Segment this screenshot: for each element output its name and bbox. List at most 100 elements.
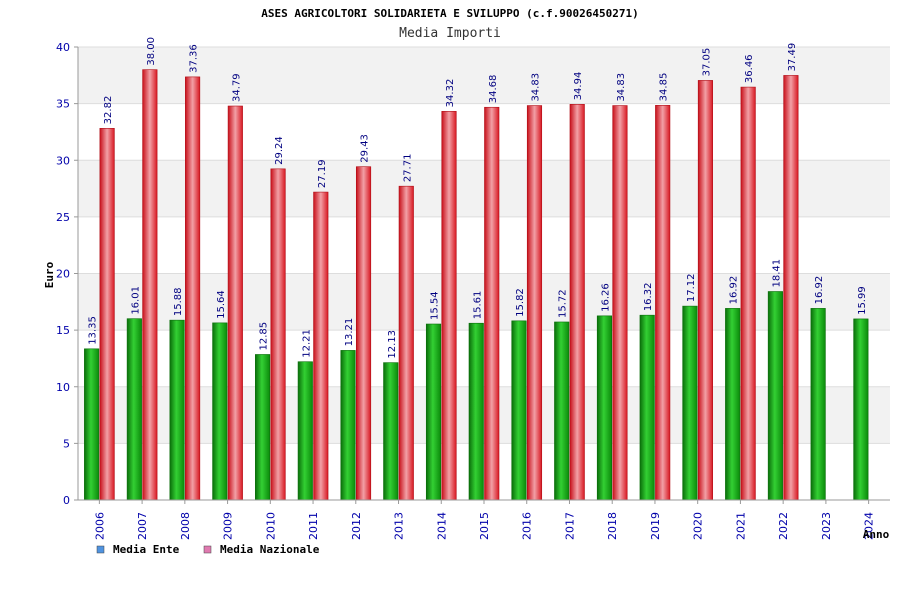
x-tick-label: 2018: [606, 512, 619, 540]
bar-media-nazionale: [398, 185, 414, 501]
data-label-media-nazionale: 29.43: [360, 134, 371, 163]
data-label-media-nazionale: 37.36: [189, 44, 200, 73]
y-tick-label: 30: [56, 154, 70, 167]
bar-media-ente: [255, 354, 271, 501]
data-label-media-ente: 15.64: [216, 290, 227, 319]
y-tick-label: 15: [56, 324, 70, 337]
data-label-media-nazionale: 34.32: [445, 79, 456, 108]
data-label-media-ente: 15.99: [857, 286, 868, 315]
data-label-media-nazionale: 34.79: [231, 73, 242, 102]
x-tick-label: 2021: [734, 512, 747, 540]
y-tick-label: 10: [56, 381, 70, 394]
bar-media-ente: [682, 305, 698, 501]
data-label-media-ente: 16.92: [729, 276, 740, 305]
data-label-media-nazionale: 34.83: [616, 73, 627, 102]
data-label-media-ente: 12.13: [387, 330, 398, 359]
data-label-media-ente: 17.12: [686, 273, 697, 302]
bar-media-ente: [767, 291, 783, 501]
x-tick-label: 2006: [93, 512, 106, 540]
y-tick-label: 20: [56, 268, 70, 281]
data-label-media-nazionale: 32.82: [103, 96, 114, 125]
y-tick-label: 0: [63, 494, 70, 507]
data-label-media-ente: 15.88: [173, 288, 184, 317]
bar-media-nazionale: [740, 86, 756, 501]
data-label-media-nazionale: 34.83: [530, 73, 541, 102]
bar-media-nazionale: [441, 111, 457, 501]
y-tick-label: 40: [56, 41, 70, 54]
data-label-media-ente: 18.41: [771, 259, 782, 288]
bar-media-ente: [425, 323, 442, 501]
x-tick-label: 2015: [478, 512, 491, 540]
x-tick-label: 2007: [136, 512, 149, 540]
x-tick-label: 2020: [692, 512, 705, 540]
bar-media-ente: [511, 320, 527, 501]
bar-media-nazionale: [783, 75, 799, 501]
data-label-media-nazionale: 34.94: [573, 72, 584, 101]
bar-media-ente: [468, 322, 484, 501]
bar-media-nazionale: [655, 105, 671, 501]
data-label-media-ente: 15.82: [515, 288, 526, 317]
x-tick-label: 2010: [264, 512, 277, 540]
bar-media-ente: [639, 314, 655, 501]
bar-media-nazionale: [270, 168, 286, 501]
legend-label-media-nazionale: Media Nazionale: [220, 543, 320, 556]
bar-media-nazionale: [697, 80, 713, 501]
bar-media-ente: [383, 362, 399, 501]
y-tick-label: 35: [56, 98, 70, 111]
data-label-media-nazionale: 29.24: [274, 136, 285, 165]
data-label-media-ente: 16.32: [643, 283, 654, 312]
data-label-media-nazionale: 34.68: [488, 75, 499, 104]
bar-media-ente: [126, 318, 142, 501]
data-label-media-ente: 12.85: [259, 322, 270, 351]
data-label-media-nazionale: 34.85: [659, 73, 670, 102]
data-label-media-ente: 15.72: [558, 289, 569, 318]
chart-title: ASES AGRICOLTORI SOLIDARIETA E SVILUPPO …: [261, 7, 639, 20]
bar-media-nazionale: [185, 76, 201, 501]
x-tick-label: 2012: [350, 512, 363, 540]
y-tick-label: 5: [63, 437, 70, 450]
data-label-media-ente: 16.92: [814, 276, 825, 305]
data-label-media-ente: 16.26: [600, 283, 611, 312]
bar-media-nazionale: [99, 128, 115, 501]
bars: [84, 69, 869, 501]
legend-swatch-media-ente: [96, 545, 105, 554]
x-tick-label: 2013: [393, 512, 406, 540]
bar-media-ente: [297, 361, 313, 501]
x-tick-label: 2019: [649, 512, 662, 540]
bar-media-ente: [169, 319, 185, 501]
x-tick-label: 2014: [435, 512, 448, 540]
x-tick-label: 2024: [863, 512, 876, 540]
bar-media-nazionale: [484, 106, 500, 501]
bar-media-ente: [810, 308, 826, 501]
y-axis-label: Euro: [43, 261, 56, 288]
data-label-media-nazionale: 36.46: [744, 54, 755, 83]
data-label-media-ente: 16.01: [130, 286, 141, 315]
data-label-media-ente: 13.35: [88, 316, 99, 345]
x-tick-label: 2008: [179, 512, 192, 540]
data-label-media-nazionale: 37.05: [701, 48, 712, 77]
x-tick-label: 2023: [820, 512, 833, 540]
x-tick-label: 2017: [563, 512, 576, 540]
bar-media-nazionale: [142, 69, 158, 501]
x-tick-label: 2011: [307, 512, 320, 540]
bar-media-ente: [212, 322, 228, 501]
y-tick-labels: 0 5 10 15 20 25 30 35 40: [56, 41, 70, 507]
legend-swatch-media-nazionale: [203, 545, 212, 554]
legend: Media Ente Media Nazionale: [96, 543, 320, 556]
bar-media-nazionale: [313, 191, 329, 501]
data-label-media-ente: 15.61: [472, 291, 483, 320]
data-label-media-nazionale: 37.49: [787, 43, 798, 72]
x-tick-label: 2016: [521, 512, 534, 540]
x-tick-label: 2009: [222, 512, 235, 540]
data-label-media-nazionale: 38.00: [146, 37, 157, 66]
bar-media-nazionale: [227, 105, 243, 501]
data-label-media-nazionale: 27.19: [317, 159, 328, 188]
data-label-media-ente: 15.54: [430, 291, 441, 320]
bar-media-ente: [84, 348, 100, 501]
legend-label-media-ente: Media Ente: [113, 543, 180, 556]
bar-media-nazionale: [612, 105, 628, 501]
y-tick-label: 25: [56, 211, 70, 224]
data-labels: 13.35 32.82 16.01 38.00 15.88 37.36 15.64 34.79…: [88, 37, 868, 359]
x-axis-label: Anno: [863, 528, 890, 541]
